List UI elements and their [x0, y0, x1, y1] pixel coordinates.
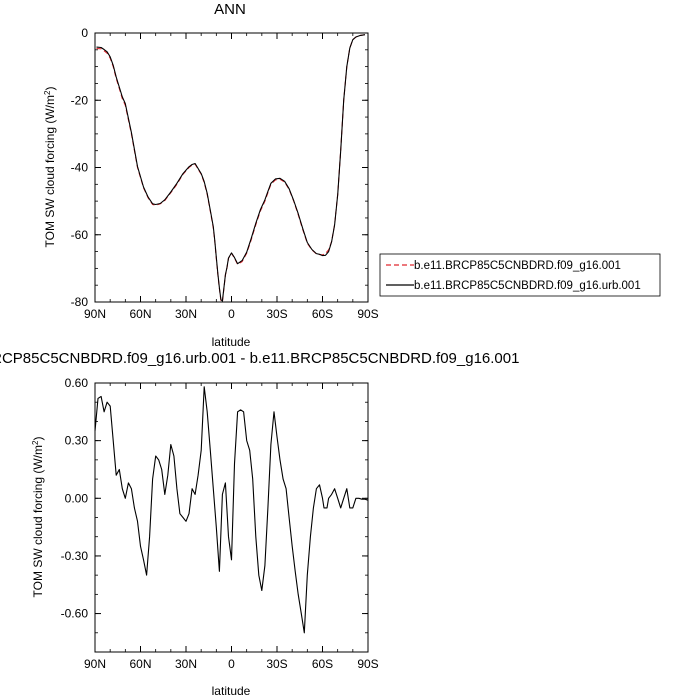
y-tick-label: -80	[71, 295, 89, 309]
top-chart-title: ANN	[214, 1, 246, 18]
legend-label-a: b.e11.BRCP85C5CNBDRD.f09_g16.001	[414, 260, 621, 272]
top-series-lines	[96, 34, 366, 303]
y-tick-label: 0.30	[65, 434, 89, 448]
series-line-2	[96, 34, 366, 302]
x-tick-label: 30N	[175, 307, 197, 321]
x-tick-label: 0	[228, 307, 235, 321]
y-tick-label: 0.60	[65, 376, 89, 390]
series-line-1	[94, 386, 369, 634]
bottom-x-ticks: 90N 60N 30N 0 30S 60S 90S	[84, 383, 379, 671]
x-tick-label: 60N	[129, 657, 151, 671]
top-x-ticks: 90N 60N 30N 0 30S 60S 90S	[84, 33, 379, 321]
top-panel: ANN 0 -20 -40 -60 -80 90N 60N 30N 0 30S 60S 90S la…	[43, 1, 661, 349]
x-tick-label: 60S	[312, 307, 333, 321]
y-tick-label: -0.30	[61, 549, 89, 563]
x-tick-label: 0	[228, 657, 235, 671]
x-tick-label: 90N	[84, 307, 106, 321]
legend-label-b: b.e11.BRCP85C5CNBDRD.f09_g16.urb.001	[414, 280, 641, 292]
legend: b.e11.BRCP85C5CNBDRD.f09_g16.001 b.e11.B…	[379, 253, 661, 297]
x-tick-label: 30S	[266, 657, 287, 671]
x-tick-label: 90S	[357, 307, 378, 321]
x-tick-label: 30S	[266, 307, 287, 321]
x-tick-label: 30N	[175, 657, 197, 671]
bottom-series-lines	[94, 386, 369, 634]
top-y-ticks: 0 -20 -40 -60 -80	[71, 26, 368, 309]
y-tick-label: -60	[71, 228, 89, 242]
series-line-1	[96, 34, 366, 303]
bottom-plot-frame	[94, 382, 369, 653]
bottom-y-axis-label: TOM SW cloud forcing (W/m2)	[31, 437, 45, 598]
y-tick-label: -20	[71, 93, 89, 107]
top-x-axis-label: latitude	[212, 335, 251, 349]
y-tick-label: -0.60	[61, 607, 89, 621]
y-tick-label: -40	[71, 161, 89, 175]
bottom-panel: b.e11.BRCP85C5CNBDRD.f09_g16.urb.001 - b…	[0, 350, 519, 698]
x-tick-label: 90N	[84, 657, 106, 671]
top-plot-frame	[94, 32, 369, 303]
bottom-chart-title: b.e11.BRCP85C5CNBDRD.f09_g16.urb.001 - b…	[0, 350, 519, 367]
x-tick-label: 60S	[312, 657, 333, 671]
bottom-y-ticks: 0.60 0.30 0.00 -0.30 -0.60	[61, 376, 368, 653]
x-tick-label: 90S	[357, 657, 378, 671]
bottom-x-axis-label: latitude	[212, 684, 251, 698]
y-tick-label: 0.00	[65, 491, 89, 505]
y-tick-label: 0	[81, 26, 88, 40]
top-y-axis-label: TOM SW cloud forcing (W/m2)	[43, 87, 57, 248]
x-tick-label: 60N	[129, 307, 151, 321]
legend-box	[379, 253, 661, 297]
